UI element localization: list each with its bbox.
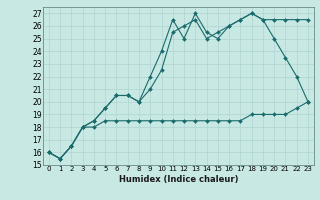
X-axis label: Humidex (Indice chaleur): Humidex (Indice chaleur) bbox=[119, 175, 238, 184]
